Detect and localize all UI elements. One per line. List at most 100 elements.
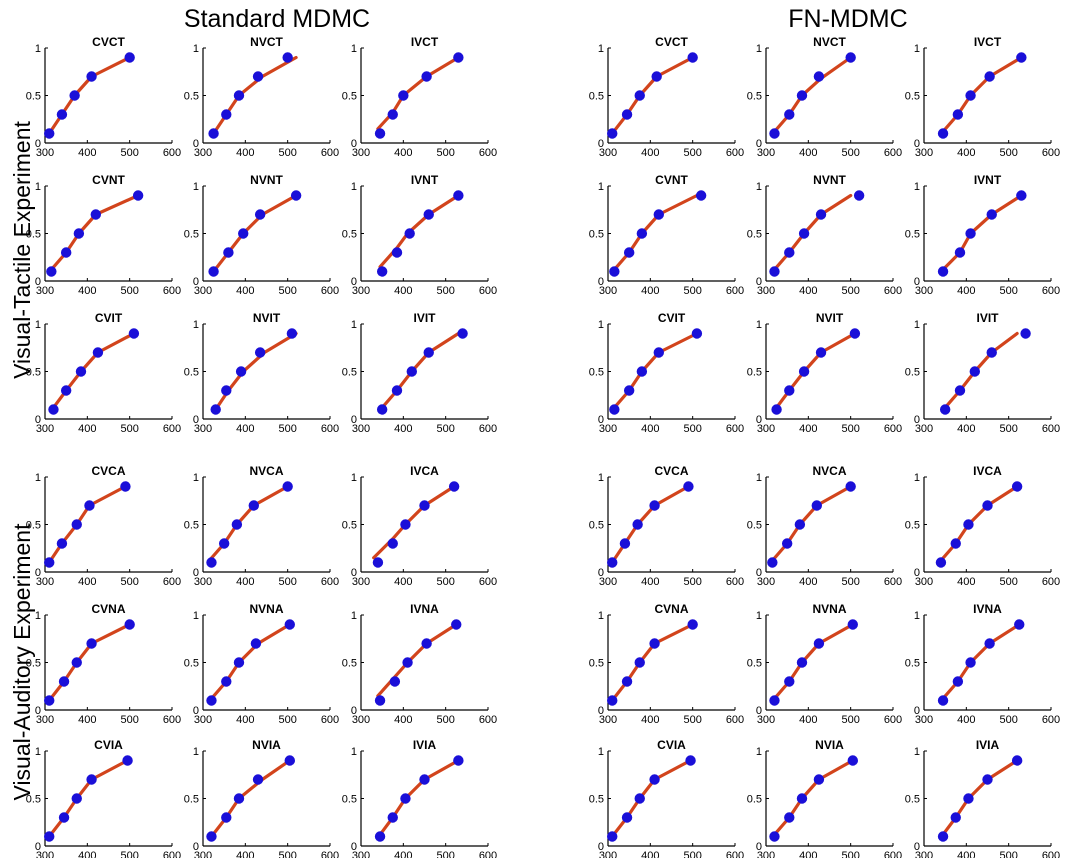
x-tick-label: 600 xyxy=(321,285,339,297)
subplot-title: IVIT xyxy=(976,311,999,325)
y-tick-label: 1 xyxy=(914,610,920,622)
subplot-title: NVNA xyxy=(812,602,846,616)
data-point xyxy=(69,90,80,101)
data-point xyxy=(84,500,95,511)
y-tick-label: 0.5 xyxy=(26,658,41,670)
x-tick-label: 400 xyxy=(799,147,817,159)
fit-line xyxy=(941,758,1019,837)
subplot-ivna-standard: 300 400 500 600 0 0.5 1 IVNA xyxy=(342,602,497,726)
fit-line xyxy=(207,484,290,563)
x-tick-label: 400 xyxy=(799,285,817,297)
data-point xyxy=(954,247,966,258)
title-fn-mdmc: FN-MDMC xyxy=(788,5,907,33)
data-point xyxy=(767,557,778,568)
x-tick-label: 300 xyxy=(194,147,212,159)
y-tick-label: 0.5 xyxy=(905,229,920,241)
subplot-title: CVNT xyxy=(655,173,688,187)
x-tick-label: 300 xyxy=(352,576,370,588)
x-tick-label: 600 xyxy=(726,285,744,297)
fit-line xyxy=(47,55,132,136)
data-point xyxy=(233,90,245,101)
x-tick-label: 600 xyxy=(1042,147,1060,159)
subplot-title: NVCA xyxy=(812,464,846,478)
subplot-nvna-standard: 300 400 500 600 0 0.5 1 NVNA xyxy=(184,602,339,726)
subplot-title: IVNT xyxy=(974,173,1002,187)
data-point xyxy=(771,404,782,415)
x-tick-label: 400 xyxy=(641,423,659,435)
data-point xyxy=(986,347,997,358)
data-point xyxy=(206,695,217,706)
data-point xyxy=(92,347,104,358)
data-point xyxy=(781,538,793,549)
data-point xyxy=(845,481,856,492)
data-point xyxy=(374,831,386,842)
subplot-cvit-fn: 300 400 500 600 0 0.5 1 CVIT xyxy=(589,311,744,435)
x-tick-label: 500 xyxy=(683,423,701,435)
subplot-title: NVIT xyxy=(253,311,281,325)
data-point xyxy=(950,812,961,823)
subplot-title: IVCT xyxy=(411,35,439,49)
data-point xyxy=(649,500,660,511)
data-point xyxy=(636,228,648,239)
x-tick-label: 300 xyxy=(599,423,617,435)
subplot-title: CVNA xyxy=(91,602,125,616)
fit-line xyxy=(209,622,292,701)
data-point xyxy=(60,247,72,258)
x-tick-label: 500 xyxy=(278,285,296,297)
y-tick-label: 0 xyxy=(351,705,357,717)
x-tick-label: 500 xyxy=(436,147,454,159)
data-point xyxy=(1016,52,1027,63)
x-tick-label: 400 xyxy=(394,850,412,858)
data-point xyxy=(86,638,97,649)
x-tick-label: 500 xyxy=(278,850,296,858)
y-tick-label: 1 xyxy=(35,43,41,55)
data-point xyxy=(937,128,949,139)
subplot-title: IVNT xyxy=(411,173,439,187)
y-tick-label: 0.5 xyxy=(26,520,41,532)
subplot-title: NVIT xyxy=(816,311,844,325)
data-point xyxy=(796,657,808,668)
x-tick-label: 300 xyxy=(915,576,933,588)
y-tick-label: 1 xyxy=(35,610,41,622)
subplot-title: NVIA xyxy=(252,738,281,752)
y-tick-label: 0 xyxy=(35,138,41,150)
y-tick-label: 0.5 xyxy=(589,229,604,241)
y-tick-label: 0 xyxy=(351,414,357,426)
x-tick-label: 300 xyxy=(757,423,775,435)
x-tick-label: 400 xyxy=(957,850,975,858)
y-tick-label: 1 xyxy=(35,746,41,758)
y-tick-label: 0.5 xyxy=(342,658,357,670)
y-tick-label: 0 xyxy=(193,414,199,426)
x-tick-label: 400 xyxy=(236,714,254,726)
data-point xyxy=(1016,190,1027,201)
data-point xyxy=(621,109,633,120)
x-tick-label: 400 xyxy=(78,714,96,726)
y-tick-label: 0.5 xyxy=(905,520,920,532)
x-tick-label: 500 xyxy=(683,850,701,858)
data-point xyxy=(221,109,232,120)
subplot-title: NVCT xyxy=(813,35,846,49)
subplot-title: NVCT xyxy=(250,35,283,49)
data-point xyxy=(769,695,780,706)
x-tick-label: 600 xyxy=(1042,576,1060,588)
x-tick-label: 600 xyxy=(1042,423,1060,435)
y-tick-label: 1 xyxy=(598,43,604,55)
data-point xyxy=(695,190,707,201)
data-point xyxy=(286,328,298,339)
x-tick-label: 600 xyxy=(884,714,902,726)
data-point xyxy=(376,266,388,277)
fit-line xyxy=(772,193,853,272)
data-point xyxy=(651,71,662,82)
subplot-cvca-fn: 300 400 500 600 0 0.5 1 CVCA xyxy=(589,464,744,588)
subplot-ivit-fn: 300 400 500 600 0 0.5 1 IVIT xyxy=(905,311,1060,435)
data-point xyxy=(248,500,259,511)
data-point xyxy=(400,793,411,804)
data-point xyxy=(621,812,633,823)
data-point xyxy=(387,109,398,120)
fit-line xyxy=(610,55,695,136)
x-tick-label: 600 xyxy=(1042,850,1060,858)
x-tick-label: 400 xyxy=(236,285,254,297)
